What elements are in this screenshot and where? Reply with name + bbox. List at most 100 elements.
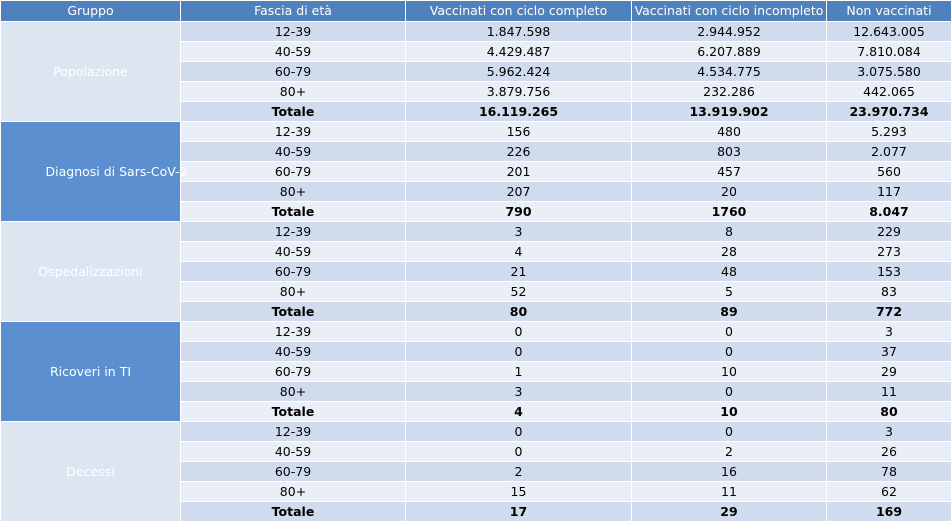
full-cycle-cell: 201	[405, 161, 632, 182]
full-cycle-cell: 2	[405, 461, 632, 482]
partial-cycle-cell: 0	[631, 341, 827, 362]
full-cycle-cell: 207	[405, 181, 632, 202]
header-ciclo-completo: Vaccinati con ciclo completo	[405, 0, 632, 22]
table-total-row: Totale 80 89 772	[1, 301, 952, 322]
age-cell: 60-79	[180, 161, 406, 182]
age-cell: 12-39	[180, 21, 406, 42]
full-cycle-cell: 17	[405, 501, 632, 522]
age-cell: 12-39	[180, 221, 406, 242]
table-row: Popolazione 12-39 1.847.598 2.944.952 12.643…	[0, 21, 952, 122]
partial-cycle-cell: 48	[631, 261, 827, 282]
partial-cycle-cell: 6.207.889	[631, 41, 827, 62]
table-row: 80+ 52 5 83	[1, 281, 952, 302]
unvaccinated-cell: 153	[826, 261, 952, 282]
partial-cycle-cell: 457	[631, 161, 827, 182]
group-label-text: Ricoveri in TI	[49, 363, 132, 379]
full-cycle-cell: 3	[405, 381, 632, 402]
group-label: Ospedalizzazioni	[0, 221, 181, 322]
age-cell: 80+	[180, 481, 406, 502]
partial-cycle-cell: 28	[631, 241, 827, 262]
age-cell: 40-59	[180, 141, 406, 162]
full-cycle-cell: 5.962.424	[405, 61, 632, 82]
unvaccinated-cell: 772	[826, 301, 952, 322]
table-row: 60-79 21 48 153	[1, 261, 952, 282]
table-row: 60-79 201 457 560	[1, 161, 952, 182]
table-row: 80+ 207 20 117	[1, 181, 952, 202]
table-total-row: Totale 17 29 169	[1, 501, 952, 522]
age-cell: 60-79	[180, 61, 406, 82]
full-cycle-cell: 16.119.265	[405, 101, 632, 122]
table-total-row: Totale 790 1760 8.047	[1, 201, 952, 222]
header-fascia-eta: Fascia di età	[180, 0, 406, 22]
full-cycle-cell: 0	[405, 321, 632, 342]
unvaccinated-cell: 229	[826, 221, 952, 242]
unvaccinated-cell: 560	[826, 161, 952, 182]
full-cycle-cell: 4	[405, 241, 632, 262]
full-cycle-cell: 3	[405, 221, 632, 242]
unvaccinated-cell: 7.810.084	[826, 41, 952, 62]
partial-cycle-cell: 232.286	[631, 81, 827, 102]
table-row: 80+ 3.879.756 232.286 442.065	[1, 81, 952, 102]
table-row: Ricoveri in TI 12-39 0 0 3	[0, 321, 952, 422]
partial-cycle-cell: 8	[631, 221, 827, 242]
partial-cycle-cell: 10	[631, 361, 827, 382]
full-cycle-cell: 790	[405, 201, 632, 222]
partial-cycle-cell: 803	[631, 141, 827, 162]
full-cycle-cell: 15	[405, 481, 632, 502]
table-total-row: Totale 16.119.265 13.919.902 23.970.734	[1, 101, 952, 122]
full-cycle-cell: 4.429.487	[405, 41, 632, 62]
header-gruppo: Gruppo	[0, 0, 181, 22]
header-row: Gruppo Fascia di età Vaccinati con ciclo…	[0, 0, 952, 22]
age-cell: 60-79	[180, 461, 406, 482]
partial-cycle-cell: 13.919.902	[631, 101, 827, 122]
full-cycle-cell: 156	[405, 121, 632, 142]
age-cell: 60-79	[180, 361, 406, 382]
unvaccinated-cell: 273	[826, 241, 952, 262]
unvaccinated-cell: 26	[826, 441, 952, 462]
age-cell: Totale	[180, 501, 406, 522]
age-cell: Totale	[180, 401, 406, 422]
partial-cycle-cell: 0	[631, 321, 827, 342]
partial-cycle-cell: 5	[631, 281, 827, 302]
unvaccinated-cell: 83	[826, 281, 952, 302]
age-cell: 40-59	[180, 441, 406, 462]
group-label-text: Decessi	[66, 463, 115, 479]
unvaccinated-cell: 12.643.005	[826, 21, 952, 42]
age-cell: Totale	[180, 301, 406, 322]
table-row: 60-79 1 10 29	[1, 361, 952, 382]
age-cell: Totale	[180, 101, 406, 122]
partial-cycle-cell: 2.944.952	[631, 21, 827, 42]
full-cycle-cell: 21	[405, 261, 632, 282]
age-cell: 40-59	[180, 241, 406, 262]
unvaccinated-cell: 23.970.734	[826, 101, 952, 122]
unvaccinated-cell: 3.075.580	[826, 61, 952, 82]
table-total-row: Totale 4 10 80	[1, 401, 952, 422]
unvaccinated-cell: 78	[826, 461, 952, 482]
full-cycle-cell: 1.847.598	[405, 21, 632, 42]
partial-cycle-cell: 89	[631, 301, 827, 322]
partial-cycle-cell: 1760	[631, 201, 827, 222]
unvaccinated-cell: 442.065	[826, 81, 952, 102]
group-label: Decessi	[0, 421, 181, 522]
table-body: Popolazione 12-39 1.847.598 2.944.952 12.643…	[0, 21, 952, 522]
table-row: 40-59 226 803 2.077	[1, 141, 952, 162]
age-cell: 60-79	[180, 261, 406, 282]
partial-cycle-cell: 480	[631, 121, 827, 142]
age-cell: Totale	[180, 201, 406, 222]
partial-cycle-cell: 0	[631, 381, 827, 402]
unvaccinated-cell: 3	[826, 321, 952, 342]
table-row: 60-79 2 16 78	[1, 461, 952, 482]
partial-cycle-cell: 29	[631, 501, 827, 522]
unvaccinated-cell: 2.077	[826, 141, 952, 162]
group-label-text: Popolazione	[53, 63, 128, 79]
table-row: 40-59 0 2 26	[1, 441, 952, 462]
unvaccinated-cell: 5.293	[826, 121, 952, 142]
age-cell: 80+	[180, 181, 406, 202]
unvaccinated-cell: 11	[826, 381, 952, 402]
full-cycle-cell: 0	[405, 421, 632, 442]
partial-cycle-cell: 4.534.775	[631, 61, 827, 82]
unvaccinated-cell: 29	[826, 361, 952, 382]
header-ciclo-incompleto: Vaccinati con ciclo incompleto	[631, 0, 827, 22]
header-non-vaccinati: Non vaccinati	[826, 0, 952, 22]
